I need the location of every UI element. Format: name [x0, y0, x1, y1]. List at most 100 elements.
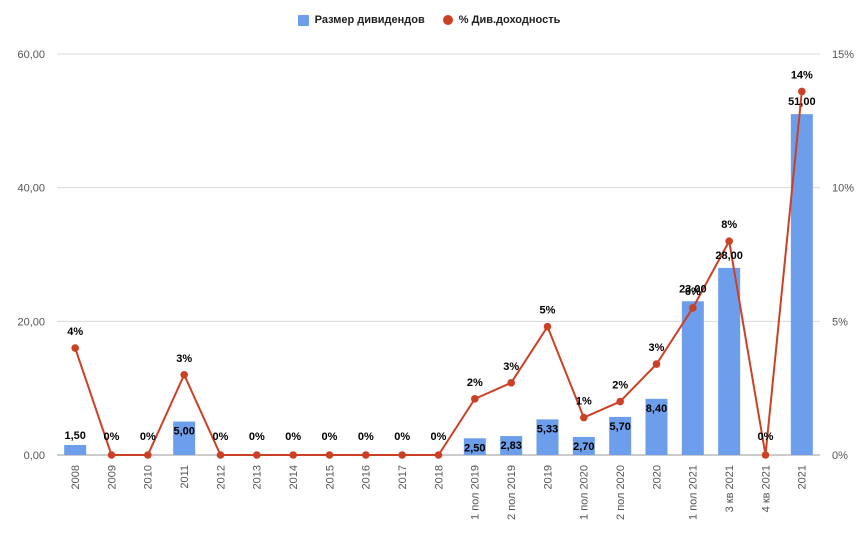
- x-tick-label: 2015: [324, 465, 336, 489]
- yield-point: [398, 451, 406, 459]
- x-tick-label: 3 кв 2021: [724, 465, 736, 512]
- yield-value-label: 2%: [467, 377, 483, 389]
- y-right-tick-label: 10%: [832, 183, 854, 195]
- yield-point: [216, 451, 225, 459]
- yield-point: [325, 451, 334, 459]
- bar-series: [64, 114, 813, 456]
- yield-value-label: 0%: [358, 431, 374, 443]
- yield-value-label: 0%: [322, 431, 338, 443]
- yield-value-label: 0%: [104, 431, 120, 443]
- x-tick-label: 2008: [70, 465, 82, 489]
- bar-value-label: 2,83: [500, 440, 521, 452]
- bar-value-label: 2,50: [464, 442, 485, 454]
- yield-value-label: 0%: [140, 431, 156, 443]
- bar-value-label: 5,33: [537, 423, 558, 435]
- x-tick-label: 2010: [143, 465, 155, 489]
- yield-value-label: 5%: [540, 305, 556, 317]
- bar-value-label: 23,00: [679, 283, 707, 295]
- yield-value-label: 4%: [67, 326, 83, 338]
- x-tick-label: 4 кв 2021: [760, 465, 772, 512]
- yield-point: [289, 451, 297, 459]
- bar: [173, 421, 196, 455]
- bar-value-label: 5,70: [609, 421, 630, 433]
- x-tick-label: 1 пол 2020: [579, 465, 591, 520]
- yield-point: [652, 360, 661, 368]
- x-tick-label: 2011: [179, 465, 191, 489]
- chart-legend: Размер дивидендов % Див.доходность: [0, 14, 858, 26]
- y-right-tick-label: 0%: [832, 450, 848, 462]
- grid-lines: [57, 53, 820, 456]
- yield-value-label: 8%: [721, 219, 737, 231]
- x-tick-label: 2020: [651, 465, 663, 489]
- x-tick-label: 1 пол 2019: [470, 465, 482, 520]
- yield-point: [761, 451, 770, 459]
- bar-value-label: 5,00: [173, 426, 194, 438]
- x-tick-label: 2021: [797, 465, 809, 489]
- yield-point: [543, 322, 552, 331]
- yield-point: [107, 451, 116, 459]
- bar: [463, 438, 486, 455]
- bar: [609, 416, 632, 455]
- legend-label-dividends: Размер дивидендов: [314, 14, 425, 26]
- yield-value-label: 0%: [394, 431, 410, 443]
- yield-point: [144, 451, 152, 459]
- bar: [790, 114, 813, 456]
- x-tick-label: 2016: [361, 465, 373, 489]
- bar: [536, 419, 559, 455]
- x-tick-label: 2018: [433, 465, 445, 489]
- bar-value-label: 1,50: [64, 430, 85, 442]
- bar: [572, 436, 595, 455]
- data-labels: 1,50 5,00 2,50 2,83 5,33 2,70 5,70 8,40 23,00 28,…: [64, 69, 815, 454]
- x-tick-label: 2 пол 2020: [615, 465, 627, 520]
- y-right-tick-label: 15%: [832, 49, 854, 61]
- yield-point: [71, 344, 79, 352]
- legend-dot-swatch: [442, 15, 453, 25]
- yield-point: [253, 451, 261, 459]
- yield-point: [580, 413, 588, 422]
- yield-point: [180, 371, 188, 379]
- yield-point: [471, 395, 479, 403]
- yield-value-label: 3%: [176, 353, 192, 365]
- yield-point: [798, 87, 806, 96]
- bar: [645, 398, 668, 455]
- legend-item-dividends[interactable]: Размер дивидендов: [297, 14, 425, 26]
- bar: [681, 301, 704, 455]
- y-right-tick-label: 5%: [832, 316, 848, 328]
- x-tick-label: 2017: [397, 465, 409, 489]
- yield-value-label: 6%: [685, 286, 701, 298]
- x-tick-label: 2019: [542, 465, 554, 489]
- yield-value-label: 3%: [503, 361, 519, 373]
- bar-value-label: 28,00: [715, 250, 743, 262]
- bar-value-label: 8,40: [646, 403, 667, 415]
- line-series: [71, 87, 806, 459]
- yield-value-label: 0%: [758, 431, 774, 443]
- bar: [500, 436, 523, 455]
- yield-value-label: 3%: [649, 342, 665, 354]
- yield-value-label: 0%: [285, 431, 301, 443]
- legend-item-yield[interactable]: % Див.доходность: [442, 14, 560, 26]
- bar-value-label: 51,00: [788, 96, 816, 108]
- x-tick-label: 2 пол 2019: [506, 465, 518, 520]
- yield-point: [725, 237, 733, 245]
- bar: [718, 267, 741, 455]
- legend-bar-swatch: [297, 14, 309, 26]
- yield-point: [362, 451, 370, 459]
- yield-point: [689, 304, 697, 312]
- x-tick-label: 2013: [252, 465, 264, 489]
- bar: [64, 444, 87, 455]
- x-tick-label: 1 пол 2021: [688, 465, 700, 520]
- bar-value-label: 2,70: [573, 441, 594, 453]
- yield-value-label: 2%: [612, 380, 628, 392]
- x-tick-label: 2009: [106, 465, 118, 489]
- y-left-tick-label: 60,00: [17, 49, 45, 61]
- x-tick-label: 2012: [215, 465, 227, 489]
- yield-point: [434, 451, 443, 459]
- yield-value-label: 1%: [576, 396, 592, 408]
- y-left-tick-label: 20,00: [17, 316, 45, 328]
- yield-point: [507, 379, 515, 387]
- yield-value-label: 0%: [213, 431, 229, 443]
- y-left-tick-label: 40,00: [17, 183, 45, 195]
- yield-point: [616, 397, 624, 406]
- axes: 0,00 20,00 40,00 60,00 0% 5% 10% 15% 2008 2009 201…: [17, 49, 854, 520]
